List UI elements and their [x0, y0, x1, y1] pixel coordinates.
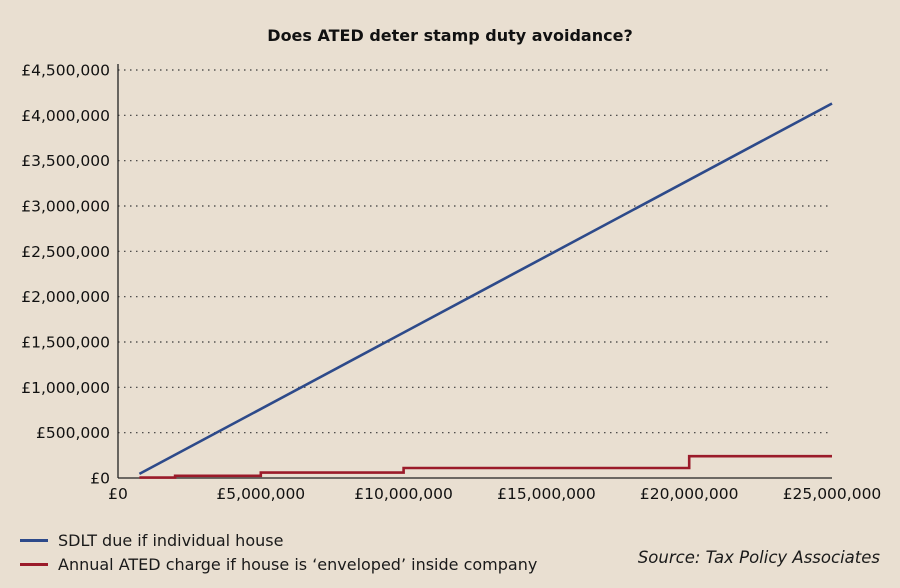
y-tick-label: £2,000,000: [21, 288, 110, 306]
series-line-sdlt: [138, 102, 833, 476]
series-line-ated: [139, 454, 832, 479]
legend-item-sdlt: SDLT due if individual house: [18, 528, 884, 552]
grid-lines: [118, 69, 832, 434]
legend-label-sdlt: SDLT due if individual house: [58, 530, 284, 550]
x-tick-label: £20,000,000: [640, 485, 739, 503]
chart: Does ATED deter stamp duty avoidance? £0…: [21, 26, 881, 503]
y-tick-label: £500,000: [36, 424, 110, 442]
x-tick-label: £15,000,000: [497, 485, 596, 503]
y-tick-label: £4,500,000: [21, 62, 110, 80]
y-axis-ticks: £0 £500,000 £1,000,000 £1,500,000 £2,000,000…: [21, 62, 110, 488]
legend-item-ated: Annual ATED charge if house is ‘envelope…: [18, 552, 884, 576]
source-note: Source: Tax Policy Associates: [637, 548, 880, 567]
x-axis-ticks: £0 £5,000,000 £10,000,000 £15,000,000 £20,00…: [108, 485, 881, 503]
y-tick-label: £4,000,000: [21, 107, 110, 125]
x-tick-label: £0: [108, 485, 128, 503]
legend-swatch-ated: [20, 562, 48, 566]
x-tick-label: £25,000,000: [783, 485, 882, 503]
y-tick-label: £3,500,000: [21, 152, 110, 170]
y-tick-label: £0: [90, 470, 110, 488]
y-tick-label: £1,000,000: [21, 379, 110, 397]
x-tick-label: £5,000,000: [216, 485, 305, 503]
legend: SDLT due if individual house Annual ATED…: [18, 528, 884, 576]
y-tick-label: £3,000,000: [21, 198, 110, 216]
legend-swatch-sdlt: [20, 538, 48, 542]
x-tick-label: £10,000,000: [354, 485, 453, 503]
y-tick-label: £1,500,000: [21, 334, 110, 352]
legend-label-ated: Annual ATED charge if house is ‘envelope…: [58, 554, 538, 574]
chart-title: Does ATED deter stamp duty avoidance?: [267, 26, 632, 45]
y-tick-label: £2,500,000: [21, 243, 110, 261]
series-group: [138, 102, 833, 479]
